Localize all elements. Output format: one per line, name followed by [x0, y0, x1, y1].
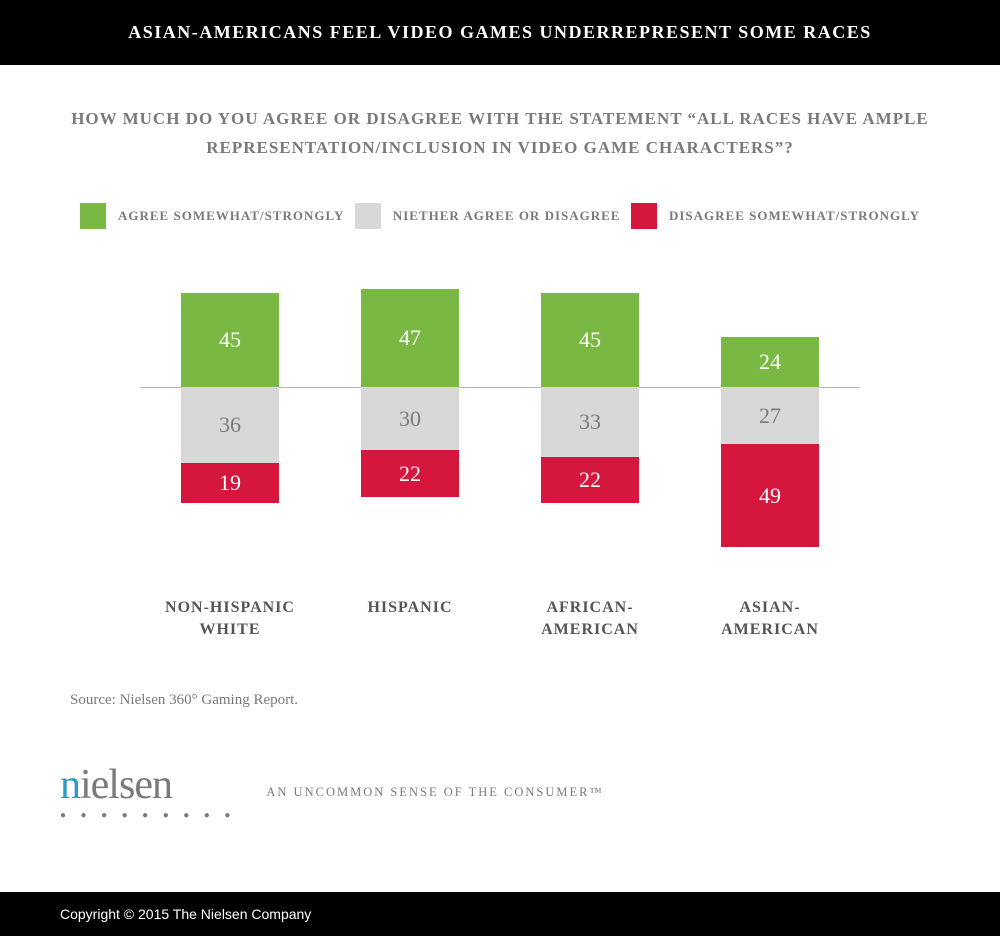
bar-segment-agree: 45: [541, 293, 639, 388]
bar-segment-agree: 24: [721, 337, 819, 387]
bar-top-zone: 47: [361, 289, 459, 388]
bar-segment-disagree: 49: [721, 444, 819, 547]
bar-segment-neutral: 27: [721, 387, 819, 444]
bar-segment-neutral: 36: [181, 387, 279, 463]
category-label: HISPANIC: [335, 597, 485, 642]
chart: 453619473022453322242749: [60, 289, 940, 547]
bar-top-zone: 45: [541, 289, 639, 388]
bar-segment-neutral: 33: [541, 387, 639, 456]
bar-segment-neutral: 30: [361, 387, 459, 450]
legend-item-neutral: NIETHER AGREE OR DISAGREE: [355, 203, 621, 229]
bar-segment-disagree: 19: [181, 463, 279, 503]
bar-bottom-zone: 3619: [181, 387, 279, 502]
logo-text: nielsen: [60, 764, 236, 806]
bar-bottom-zone: 3022: [361, 387, 459, 496]
bar-group: 453619: [155, 289, 305, 547]
legend-label-disagree: DISAGREE SOMEWHAT/STRONGLY: [669, 208, 920, 224]
legend-label-agree: AGREE SOMEWHAT/STRONGLY: [118, 208, 344, 224]
bar-group: 453322: [515, 289, 665, 547]
bar-segment-disagree: 22: [361, 450, 459, 496]
bar-bottom-zone: 3322: [541, 387, 639, 502]
category-label: ASIAN-AMERICAN: [695, 597, 845, 642]
category-labels-row: NON-HISPANICWHITE HISPANIC AFRICAN-AMERICA…: [60, 597, 940, 642]
logo-letter-n: n: [60, 762, 80, 808]
copyright-text: Copyright © 2015 The Nielsen Company: [60, 906, 311, 922]
footer-bar: Copyright © 2015 The Nielsen Company: [0, 892, 1000, 936]
source-text: Source: Nielsen 360° Gaming Report.: [70, 692, 940, 709]
legend-item-disagree: DISAGREE SOMEWHAT/STRONGLY: [631, 203, 920, 229]
bar-top-zone: 24: [721, 289, 819, 388]
question-line-2: REPRESENTATION/INCLUSION IN VIDEO GAME C…: [60, 134, 940, 163]
legend-swatch-agree: [80, 203, 106, 229]
title-bar: ASIAN-AMERICANS FEEL VIDEO GAMES UNDERRE…: [0, 0, 1000, 65]
legend-label-neutral: NIETHER AGREE OR DISAGREE: [393, 208, 621, 224]
logo-dots-icon: ● ● ● ● ● ● ● ● ●: [60, 810, 236, 821]
bar-top-zone: 45: [181, 289, 279, 388]
content-area: HOW MUCH DO YOU AGREE OR DISAGREE WITH T…: [0, 65, 1000, 841]
brand-tagline: AN UNCOMMON SENSE OF THE CONSUMER™: [266, 785, 603, 800]
bar-segment-disagree: 22: [541, 457, 639, 503]
bar-group: 242749: [695, 289, 845, 547]
legend-swatch-neutral: [355, 203, 381, 229]
logo-letters-rest: ielsen: [80, 762, 172, 808]
category-label: AFRICAN-AMERICAN: [515, 597, 665, 642]
bar-bottom-zone: 2749: [721, 387, 819, 547]
bars-row: 453619473022453322242749: [140, 289, 860, 547]
legend-swatch-disagree: [631, 203, 657, 229]
bar-group: 473022: [335, 289, 485, 547]
question-line-1: HOW MUCH DO YOU AGREE OR DISAGREE WITH T…: [60, 105, 940, 134]
nielsen-logo: nielsen ● ● ● ● ● ● ● ● ●: [60, 764, 236, 821]
question-block: HOW MUCH DO YOU AGREE OR DISAGREE WITH T…: [60, 105, 940, 163]
bar-segment-agree: 45: [181, 293, 279, 388]
category-label: NON-HISPANICWHITE: [155, 597, 305, 642]
legend-item-agree: AGREE SOMEWHAT/STRONGLY: [80, 203, 344, 229]
legend: AGREE SOMEWHAT/STRONGLY NIETHER AGREE OR…: [60, 203, 940, 229]
brand-row: nielsen ● ● ● ● ● ● ● ● ● AN UNCOMMON SE…: [60, 764, 940, 821]
title-text: ASIAN-AMERICANS FEEL VIDEO GAMES UNDERRE…: [128, 22, 871, 42]
bar-segment-agree: 47: [361, 289, 459, 388]
